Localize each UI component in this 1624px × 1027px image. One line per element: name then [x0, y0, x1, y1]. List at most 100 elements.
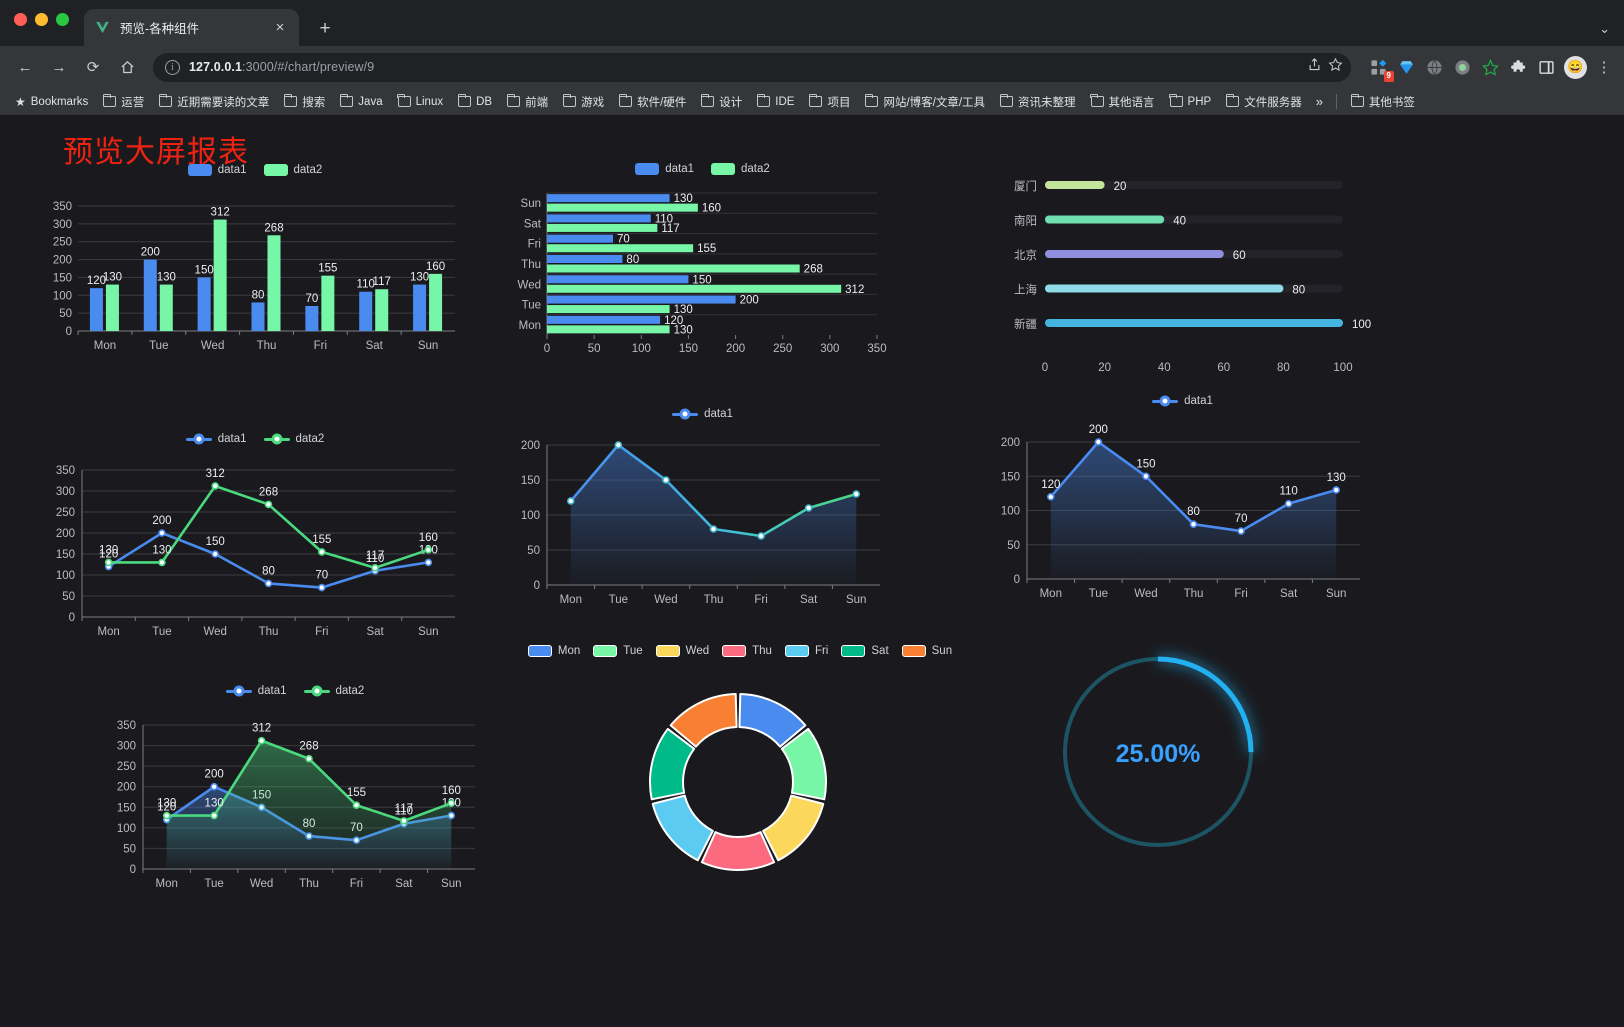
bookmark-folder-7[interactable]: 游戏 — [557, 91, 610, 113]
legend-item-data2[interactable]: data2 — [263, 433, 324, 445]
progress-fill — [1045, 181, 1105, 189]
bookmark-folder-11[interactable]: 项目 — [803, 91, 856, 113]
address-bar[interactable]: i 127.0.0.1:3000/#/chart/preview/9 — [153, 52, 1351, 82]
bookmark-folder-8[interactable]: 软件/硬件 — [613, 91, 692, 113]
bookmarks-overflow-button[interactable]: » — [1315, 94, 1323, 109]
chevron-down-icon[interactable]: ⌄ — [1599, 21, 1610, 36]
legend-label: data1 — [1184, 395, 1213, 407]
home-icon[interactable] — [112, 52, 142, 82]
legend-item-data2[interactable]: data2 — [303, 685, 364, 697]
legend-swatch-icon — [187, 164, 212, 176]
bookmark-folder-14[interactable]: 其他语言 — [1085, 91, 1161, 113]
close-icon[interactable]: × — [275, 19, 285, 36]
back-icon[interactable]: ← — [17, 58, 33, 76]
chart-text: 120 — [1041, 479, 1060, 491]
avatar[interactable]: 😄 — [1564, 55, 1587, 79]
chart-text: Sat — [366, 340, 384, 352]
bar — [197, 277, 211, 331]
bookmark-folder-1[interactable]: 近期需要读的文章 — [153, 91, 275, 113]
minimize-window-button[interactable] — [35, 13, 48, 26]
legend-item-data2[interactable]: data2 — [263, 164, 322, 176]
chart-text: Wed — [1134, 588, 1157, 600]
share-icon[interactable] — [1307, 57, 1322, 77]
chart-text: Sun — [1326, 588, 1346, 600]
legend-item-thu[interactable]: Thu — [722, 645, 772, 657]
data-point — [158, 529, 166, 537]
star-green-icon[interactable] — [1480, 57, 1501, 78]
extensions-grid-icon[interactable]: 9 — [1368, 57, 1394, 82]
bookmark-folder-6[interactable]: 前端 — [501, 91, 554, 113]
legend-label: Sat — [871, 645, 889, 657]
maximize-window-button[interactable] — [56, 13, 69, 26]
chart-text: 110 — [395, 806, 413, 818]
chart-text: Fri — [754, 594, 767, 606]
legend-item-data1[interactable]: data1 — [225, 685, 287, 697]
browser-menu-icon[interactable]: ⋮ — [1596, 59, 1612, 76]
sidepanel-icon[interactable] — [1536, 57, 1557, 78]
other-bookmarks-folder[interactable]: 其他书签 — [1345, 91, 1421, 113]
bookmark-folder-0[interactable]: 运营 — [97, 91, 150, 113]
legend-item-data1[interactable]: data1 — [672, 408, 733, 420]
legend-item-fri[interactable]: Fri — [784, 645, 828, 657]
legend-item-sat[interactable]: Sat — [841, 645, 889, 657]
new-tab-button[interactable]: + — [319, 18, 331, 39]
legend-item-sun[interactable]: Sun — [901, 645, 952, 657]
bookmark-folder-2[interactable]: 搜索 — [278, 91, 331, 113]
legend-swatch-icon — [711, 163, 735, 175]
bookmark-manager-item[interactable]: ★ Bookmarks — [9, 93, 94, 111]
bar — [375, 289, 389, 331]
bookmark-folder-5[interactable]: DB — [452, 93, 498, 111]
forward-icon[interactable]: → — [51, 58, 67, 76]
legend-item-data1[interactable]: data1 — [1152, 395, 1213, 407]
chart-text: 200 — [141, 247, 160, 259]
bookmark-folder-12[interactable]: 网站/博客/文章/工具 — [859, 91, 991, 113]
bookmark-label: 网站/博客/文章/工具 — [883, 96, 986, 109]
bookmark-folder-13[interactable]: 资讯未整理 — [994, 91, 1082, 113]
chart-text: 新疆 — [1014, 317, 1037, 331]
site-info-icon[interactable]: i — [165, 59, 180, 75]
window-controls[interactable] — [14, 13, 69, 26]
bookmark-folder-15[interactable]: PHP — [1164, 93, 1218, 111]
legend-item-data1[interactable]: data1 — [187, 164, 247, 176]
close-window-button[interactable] — [14, 13, 27, 26]
globe-icon[interactable] — [1424, 57, 1445, 78]
pie-slice[interactable] — [649, 727, 696, 801]
circle-icon[interactable] — [1452, 57, 1473, 78]
bookmark-folder-3[interactable]: Java — [334, 93, 388, 111]
bookmark-folder-10[interactable]: IDE — [751, 93, 800, 111]
bookmark-folder-16[interactable]: 文件服务器 — [1220, 91, 1308, 113]
diamond-icon[interactable] — [1396, 57, 1417, 78]
legend-item-wed[interactable]: Wed — [655, 645, 709, 657]
pie-slice[interactable] — [669, 693, 738, 748]
bookmark-star-icon[interactable] — [1328, 57, 1343, 77]
pie-slice[interactable] — [762, 794, 825, 862]
chart-text: 312 — [206, 468, 225, 480]
legend-item-tue[interactable]: Tue — [593, 645, 643, 657]
chart-text: 200 — [1089, 424, 1108, 436]
folder-icon — [283, 93, 298, 107]
folder-icon — [1225, 93, 1240, 107]
reload-icon[interactable]: ⟳ — [86, 59, 100, 76]
chart-text: Fri — [315, 626, 328, 638]
bookmark-folder-4[interactable]: Linux — [392, 93, 450, 111]
pie-slice[interactable] — [738, 693, 807, 748]
chart-text: 50 — [588, 343, 601, 355]
pie-slice[interactable] — [651, 794, 714, 862]
bookmark-label: Bookmarks — [30, 95, 89, 108]
browser-tab[interactable]: 预览-各种组件 × — [84, 9, 299, 46]
pie-slice[interactable] — [780, 727, 827, 801]
data-point — [211, 550, 220, 558]
legend-item-data1[interactable]: data1 — [635, 163, 694, 175]
legend-label: data1 — [217, 164, 247, 176]
folder-icon — [1090, 93, 1104, 107]
bar — [547, 194, 670, 203]
legend-item-data2[interactable]: data2 — [711, 163, 770, 175]
puzzle-icon[interactable] — [1508, 57, 1529, 78]
pie-slice[interactable] — [700, 831, 776, 871]
legend-item-mon[interactable]: Mon — [527, 645, 580, 657]
data-point — [1189, 520, 1198, 528]
chart-area-two-series: data1 data2 0 50 100 150 200 250 300 350 Mon Tue W… — [95, 685, 495, 915]
legend-item-data1[interactable]: data1 — [185, 433, 247, 445]
bookmark-folder-9[interactable]: 设计 — [695, 91, 748, 113]
chart-text: 100 — [521, 510, 540, 522]
